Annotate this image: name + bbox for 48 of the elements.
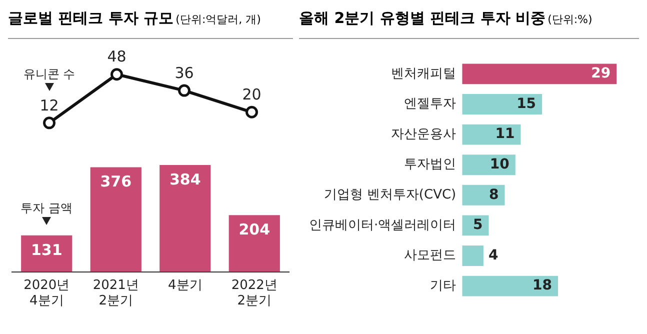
point — [43, 116, 56, 130]
chart-subtitle: (단위:%) — [548, 13, 592, 26]
x-tick-label: 2020년 4분기 — [24, 278, 70, 309]
y-tick-label: 벤처캐피털 — [391, 66, 456, 82]
y-tick-label: 사모펀드 — [404, 248, 456, 264]
data-label: 36 — [174, 64, 194, 82]
y-tick-label: 자산운용사 — [391, 126, 456, 142]
data-label: 18 — [532, 278, 552, 294]
x-tick-label: 4분기 — [168, 278, 202, 293]
bar — [90, 167, 142, 272]
data-label: 131 — [30, 240, 62, 259]
y-tick-label: 인큐베이터·액셀러레이터 — [308, 218, 456, 233]
series-label: 유니콘 수 — [22, 66, 76, 81]
data-label: 15 — [516, 96, 536, 112]
chart-subtitle: (단위:억달러, 개) — [176, 13, 261, 26]
data-label: 376 — [100, 172, 132, 191]
data-label: 8 — [489, 186, 499, 203]
y-tick-label: 엔젤투자 — [404, 96, 456, 112]
y-tick-label: 기업형 벤처투자(CVC) — [324, 188, 456, 203]
series-label: 투자 금액 — [20, 201, 74, 216]
y-tick-label: 투자법인 — [404, 157, 456, 172]
bar — [462, 184, 505, 206]
data-label: 48 — [107, 48, 126, 66]
chart-title: 글로벌 핀테크 투자 규모 — [8, 9, 174, 27]
x-tick-label: 2021년 2분기 — [92, 278, 139, 309]
x-tick-label: 2022년 2분기 — [231, 278, 278, 309]
data-label: 12 — [40, 96, 59, 114]
point — [246, 106, 258, 118]
bar — [462, 94, 542, 114]
bar — [21, 235, 72, 272]
data-label: 10 — [490, 156, 510, 172]
bar — [462, 64, 617, 84]
y-tick-label: 기타 — [430, 278, 456, 294]
data-label: 11 — [495, 126, 515, 142]
data-label: 5 — [473, 217, 483, 234]
data-label: 4 — [488, 247, 498, 264]
point — [110, 68, 123, 81]
bar — [462, 124, 521, 145]
data-label: 20 — [242, 86, 262, 104]
data-label: 384 — [169, 170, 201, 188]
data-label: 29 — [591, 66, 611, 82]
bar — [228, 215, 280, 272]
bar — [462, 276, 558, 296]
bar — [462, 246, 484, 266]
bar — [160, 165, 211, 272]
point — [178, 84, 190, 97]
data-label: 204 — [238, 220, 270, 238]
chart-title: 올해 2분기 유형별 핀테크 투자 비중 — [299, 9, 546, 27]
